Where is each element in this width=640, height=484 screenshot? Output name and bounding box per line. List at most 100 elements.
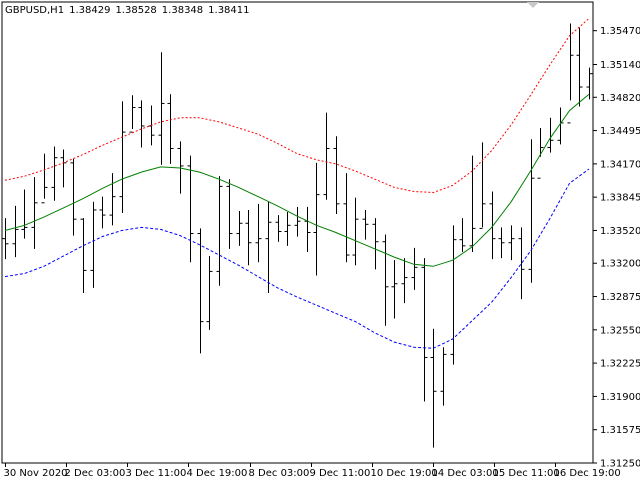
- chart-header: GBPUSD,H1 1.38429 1.38528 1.38348 1.38411: [5, 5, 255, 16]
- price-bar: [158, 52, 165, 165]
- price-bar: [129, 95, 136, 133]
- price-bar: [138, 100, 145, 148]
- price-bar: [489, 191, 496, 260]
- price-bar: [51, 146, 58, 201]
- y-tick-label: 1.33520: [600, 226, 640, 237]
- price-bar: [469, 155, 476, 252]
- price-bar: [537, 128, 544, 179]
- price-bar: [109, 173, 116, 226]
- price-bar: [508, 225, 515, 261]
- price-bar: [119, 101, 126, 214]
- price-bar: [323, 112, 330, 200]
- price-bar: [197, 228, 204, 354]
- price-bar: [518, 227, 525, 300]
- y-tick-label: 1.31575: [600, 425, 640, 436]
- price-bar: [80, 218, 87, 293]
- y-axis: 1.35470 1.35140 1.34820 1.34495 1.34170 1.338…: [593, 26, 640, 470]
- price-bar: [177, 141, 184, 194]
- x-tick-label: 15 Dec 11:00: [493, 468, 560, 479]
- price-bars: [2, 23, 593, 448]
- x-tick-label: 9 Dec 11:00: [310, 468, 371, 479]
- y-tick-label: 1.33845: [600, 193, 640, 204]
- y-tick-label: 1.32550: [600, 325, 640, 336]
- price-bar: [284, 212, 291, 246]
- y-tick-label: 1.32225: [600, 359, 640, 370]
- plot-frame: [1, 1, 594, 464]
- price-bar: [245, 209, 252, 266]
- price-bar: [382, 234, 389, 326]
- x-tick-label: 16 Dec 19:00: [554, 468, 621, 479]
- y-tick-label: 1.34495: [600, 126, 640, 137]
- low-value: 1.38348: [161, 5, 204, 16]
- price-bar: [401, 258, 408, 304]
- high-value: 1.38528: [115, 5, 157, 16]
- symbol-label: GBPUSD,H1: [5, 5, 65, 16]
- price-bar: [567, 23, 574, 124]
- price-bar: [187, 155, 194, 263]
- upper-band-line: [4, 18, 590, 194]
- x-tick-label: 8 Dec 03:00: [249, 468, 310, 479]
- price-bar: [333, 136, 340, 215]
- price-bar: [2, 218, 9, 260]
- close-value: 1.38411: [208, 5, 250, 16]
- x-tick-label: 14 Dec 03:00: [432, 468, 499, 479]
- open-value: 1.38429: [69, 5, 111, 16]
- y-tick-label: 1.33200: [600, 259, 640, 270]
- price-bar: [90, 201, 97, 288]
- price-bar: [313, 162, 320, 276]
- price-bar: [294, 206, 301, 237]
- price-bar: [343, 173, 350, 263]
- price-bar: [70, 158, 77, 236]
- price-bar: [31, 177, 38, 249]
- price-bar: [12, 205, 19, 258]
- price-bar: [304, 206, 311, 252]
- price-bar: [206, 256, 213, 330]
- x-tick-label: 10 Dec 19:00: [371, 468, 438, 479]
- chart-shift-marker-icon[interactable]: [527, 2, 539, 8]
- price-bar: [411, 247, 418, 290]
- price-bar: [372, 218, 379, 270]
- price-bar: [450, 225, 457, 365]
- price-bar: [528, 139, 535, 283]
- price-bar: [60, 149, 67, 188]
- price-bar: [167, 94, 174, 164]
- price-bar: [21, 189, 28, 239]
- y-tick-label: 1.31900: [600, 392, 640, 403]
- price-bar: [547, 117, 554, 153]
- price-bar: [265, 201, 272, 293]
- price-bar: [352, 197, 359, 266]
- price-bar: [255, 203, 262, 263]
- price-bar: [236, 210, 243, 246]
- x-tick-label: 4 Dec 19:00: [187, 468, 248, 479]
- price-bar: [216, 176, 223, 286]
- price-bar: [498, 227, 505, 259]
- price-bar: [362, 209, 369, 240]
- x-tick-label: 3 Dec 11:00: [126, 468, 187, 479]
- envelope-lines: [4, 18, 590, 349]
- price-bar: [226, 179, 233, 249]
- y-tick-label: 1.35140: [600, 60, 640, 71]
- y-tick-label: 1.35470: [600, 26, 640, 37]
- x-tick-label: 30 Nov 2020: [4, 468, 68, 479]
- price-bar: [479, 142, 486, 229]
- price-bar: [459, 218, 466, 252]
- price-bar: [391, 260, 398, 319]
- y-tick-label: 1.32875: [600, 292, 640, 303]
- price-bar: [421, 258, 428, 402]
- price-bar: [99, 196, 106, 229]
- lower-band-line: [4, 168, 590, 349]
- price-bar: [430, 328, 437, 448]
- price-bar: [576, 27, 583, 107]
- price-bar: [586, 67, 593, 100]
- middle-line: [4, 93, 590, 267]
- y-tick-label: 1.31250: [600, 459, 640, 470]
- y-tick-label: 1.34820: [600, 93, 640, 104]
- price-bar: [41, 153, 48, 204]
- x-tick-label: 2 Dec 03:00: [65, 468, 126, 479]
- y-tick-label: 1.34170: [600, 159, 640, 170]
- price-bar: [275, 215, 282, 242]
- price-bar: [440, 347, 447, 406]
